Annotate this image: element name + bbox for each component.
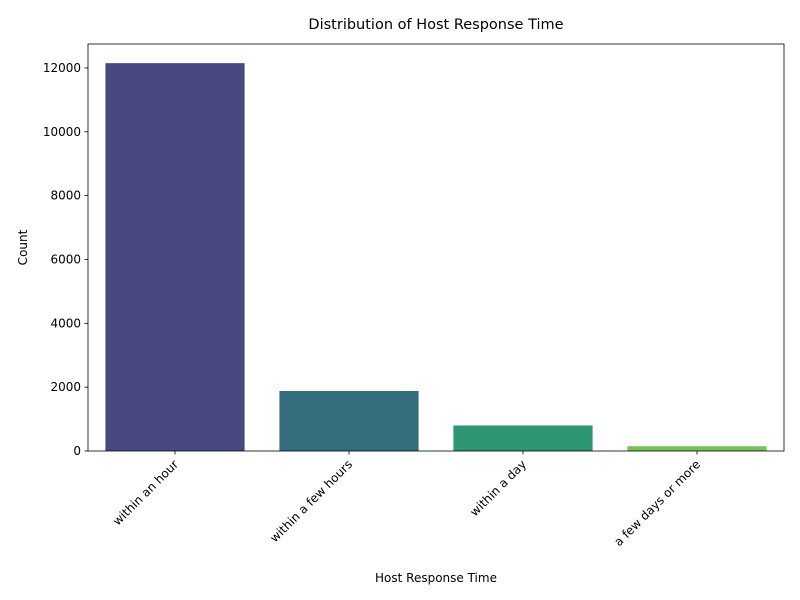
x-axis-ticks: within an hour within a few hours within a… bbox=[110, 451, 703, 549]
y-tick-label: 10000 bbox=[43, 125, 81, 139]
y-axis-ticks: 0 2000 4000 6000 8000 10000 12000 bbox=[43, 61, 88, 458]
x-tick-label: within a day bbox=[467, 457, 529, 519]
x-tick-label: within a few hours bbox=[267, 457, 355, 545]
x-tick-label: a few days or more bbox=[611, 457, 703, 549]
plot-frame bbox=[87, 43, 785, 452]
bar-within-a-day bbox=[453, 425, 593, 451]
y-tick-label: 12000 bbox=[43, 61, 81, 75]
y-tick-label: 2000 bbox=[50, 380, 81, 394]
y-axis-label: Count bbox=[16, 229, 30, 265]
bars-group bbox=[105, 63, 767, 451]
bar-within-an-hour bbox=[105, 63, 245, 451]
y-tick-label: 0 bbox=[73, 444, 81, 458]
y-tick-label: 4000 bbox=[50, 316, 81, 330]
y-tick-label: 8000 bbox=[50, 189, 81, 203]
chart-title: Distribution of Host Response Time bbox=[308, 17, 563, 33]
y-tick-label: 6000 bbox=[50, 252, 81, 266]
x-axis-label: Host Response Time bbox=[375, 571, 497, 585]
bar-within-a-few-hours bbox=[279, 390, 419, 451]
bar-a-few-days-or-more bbox=[627, 446, 767, 451]
x-tick-label: within an hour bbox=[110, 457, 181, 528]
